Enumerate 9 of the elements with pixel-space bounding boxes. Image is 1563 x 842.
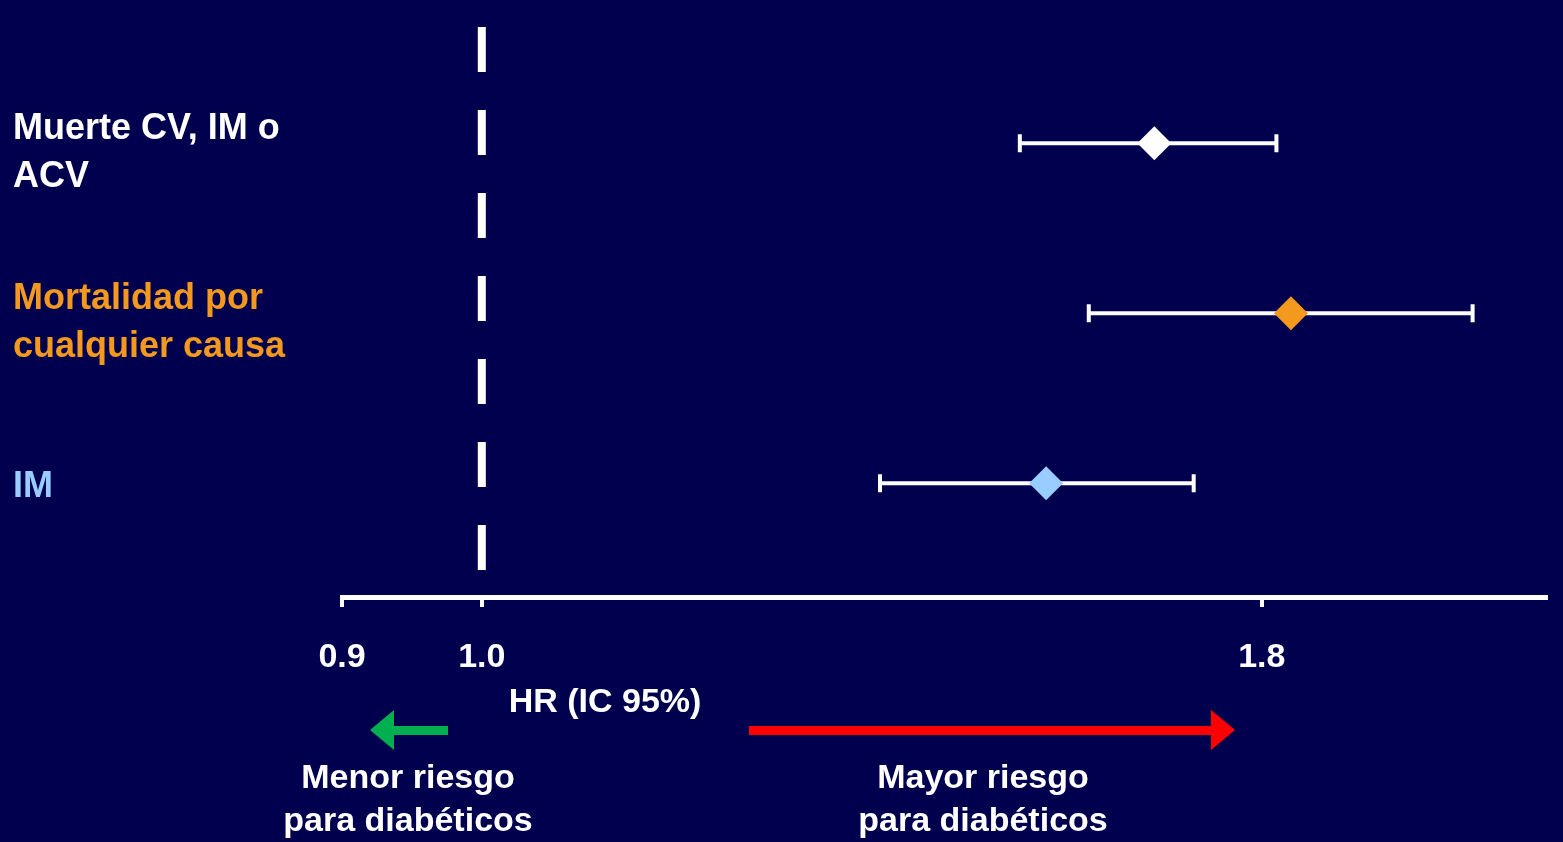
- text: Menor riesgo para diabéticos: [283, 757, 533, 839]
- x-axis-title: HR (IC 95%): [508, 681, 702, 720]
- y-tick-label: IM: [13, 464, 53, 506]
- x-tick-label: 0.9: [318, 635, 366, 674]
- text: Mayor riesgo para diabéticos: [858, 757, 1108, 839]
- x-tick-label: 1.8: [1238, 635, 1286, 674]
- y-tick-label: Mortalidad por cualquier causa: [13, 276, 287, 366]
- x-tick-label: 1.0: [458, 635, 506, 674]
- y-tick-label: Muerte CV, IM o ACV: [13, 106, 280, 196]
